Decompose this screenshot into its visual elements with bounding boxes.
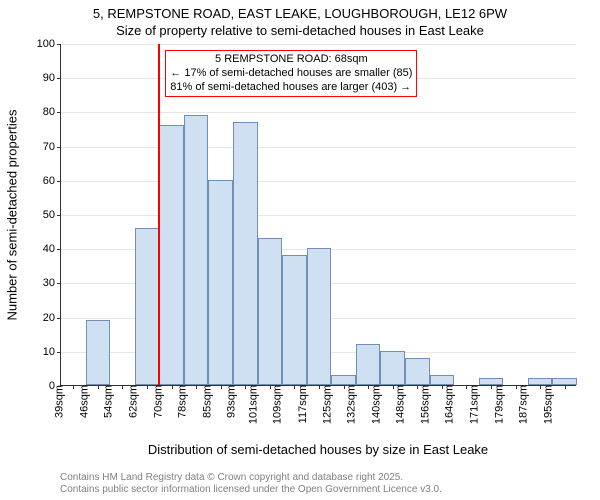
xtick-label: 125sqm bbox=[315, 385, 333, 424]
x-axis-label: Distribution of semi-detached houses by … bbox=[60, 442, 576, 457]
histogram-bar bbox=[356, 344, 381, 385]
ytick-label: 40 bbox=[43, 243, 61, 255]
histogram-bar bbox=[307, 248, 332, 385]
histogram-bar bbox=[258, 238, 283, 385]
xtick-label: 195sqm bbox=[536, 385, 554, 424]
annotation-line: 81% of semi-detached houses are larger (… bbox=[170, 81, 412, 95]
ytick-label: 80 bbox=[43, 106, 61, 118]
xtick-label: 62sqm bbox=[121, 385, 139, 418]
histogram-bar bbox=[86, 320, 111, 385]
gridline bbox=[61, 44, 576, 45]
xtick-label: 78sqm bbox=[171, 385, 189, 418]
attribution-line-2: Contains public sector information licen… bbox=[60, 484, 442, 496]
ytick-label: 50 bbox=[43, 209, 61, 221]
histogram-bar bbox=[430, 375, 455, 385]
gridline bbox=[61, 112, 576, 113]
y-axis-label: Number of semi-detached properties bbox=[5, 110, 20, 321]
xtick-label: 46sqm bbox=[72, 385, 90, 418]
ytick-label: 20 bbox=[43, 312, 61, 324]
histogram-bar bbox=[479, 378, 504, 385]
histogram-bar bbox=[331, 375, 356, 385]
histogram-bar bbox=[159, 125, 184, 385]
histogram-bar bbox=[528, 378, 553, 385]
ytick-label: 30 bbox=[43, 277, 61, 289]
xtick-label: 187sqm bbox=[512, 385, 530, 424]
histogram-bar bbox=[184, 115, 209, 385]
xtick-label: 109sqm bbox=[266, 385, 284, 424]
xtick-label: 39sqm bbox=[48, 385, 66, 418]
xtick-label: 132sqm bbox=[340, 385, 358, 424]
attribution-line-1: Contains HM Land Registry data © Crown c… bbox=[60, 472, 442, 484]
attribution: Contains HM Land Registry data © Crown c… bbox=[60, 472, 442, 496]
xtick-label: 101sqm bbox=[241, 385, 259, 424]
histogram-bar bbox=[282, 255, 307, 385]
chart-titles: 5, REMPSTONE ROAD, EAST LEAKE, LOUGHBORO… bbox=[0, 0, 600, 40]
chart-container: 5, REMPSTONE ROAD, EAST LEAKE, LOUGHBORO… bbox=[0, 0, 600, 500]
title-line-2: Size of property relative to semi-detach… bbox=[0, 23, 600, 40]
gridline bbox=[61, 181, 576, 182]
plot-area: 010203040506070809010039sqm46sqm54sqm62s… bbox=[60, 44, 576, 386]
gridline bbox=[61, 147, 576, 148]
ytick-label: 100 bbox=[37, 38, 61, 50]
xtick-label: 156sqm bbox=[413, 385, 431, 424]
annotation-line: 5 REMPSTONE ROAD: 68sqm bbox=[170, 53, 412, 67]
xtick-label: 140sqm bbox=[364, 385, 382, 424]
gridline bbox=[61, 215, 576, 216]
title-line-1: 5, REMPSTONE ROAD, EAST LEAKE, LOUGHBORO… bbox=[0, 6, 600, 23]
histogram-bar bbox=[552, 378, 577, 385]
xtick-label: 164sqm bbox=[438, 385, 456, 424]
xtick-label: 93sqm bbox=[220, 385, 238, 418]
ytick-label: 90 bbox=[43, 72, 61, 84]
xtick-label: 117sqm bbox=[291, 385, 309, 423]
reference-line bbox=[158, 44, 160, 385]
ytick-label: 70 bbox=[43, 141, 61, 153]
histogram-bar bbox=[233, 122, 258, 385]
xtick-mark bbox=[565, 385, 566, 389]
histogram-bar bbox=[208, 180, 233, 385]
histogram-bar bbox=[380, 351, 405, 385]
xtick-label: 85sqm bbox=[195, 385, 213, 418]
xtick-label: 148sqm bbox=[389, 385, 407, 424]
xtick-label: 171sqm bbox=[462, 385, 480, 424]
xtick-label: 54sqm bbox=[97, 385, 115, 418]
annotation-line: ← 17% of semi-detached houses are smalle… bbox=[170, 67, 412, 81]
ytick-label: 60 bbox=[43, 175, 61, 187]
ytick-label: 10 bbox=[43, 346, 61, 358]
histogram-bar bbox=[135, 228, 160, 385]
annotation-box: 5 REMPSTONE ROAD: 68sqm← 17% of semi-det… bbox=[165, 50, 417, 97]
histogram-bar bbox=[405, 358, 430, 385]
xtick-label: 70sqm bbox=[146, 385, 164, 418]
xtick-label: 179sqm bbox=[487, 385, 505, 424]
